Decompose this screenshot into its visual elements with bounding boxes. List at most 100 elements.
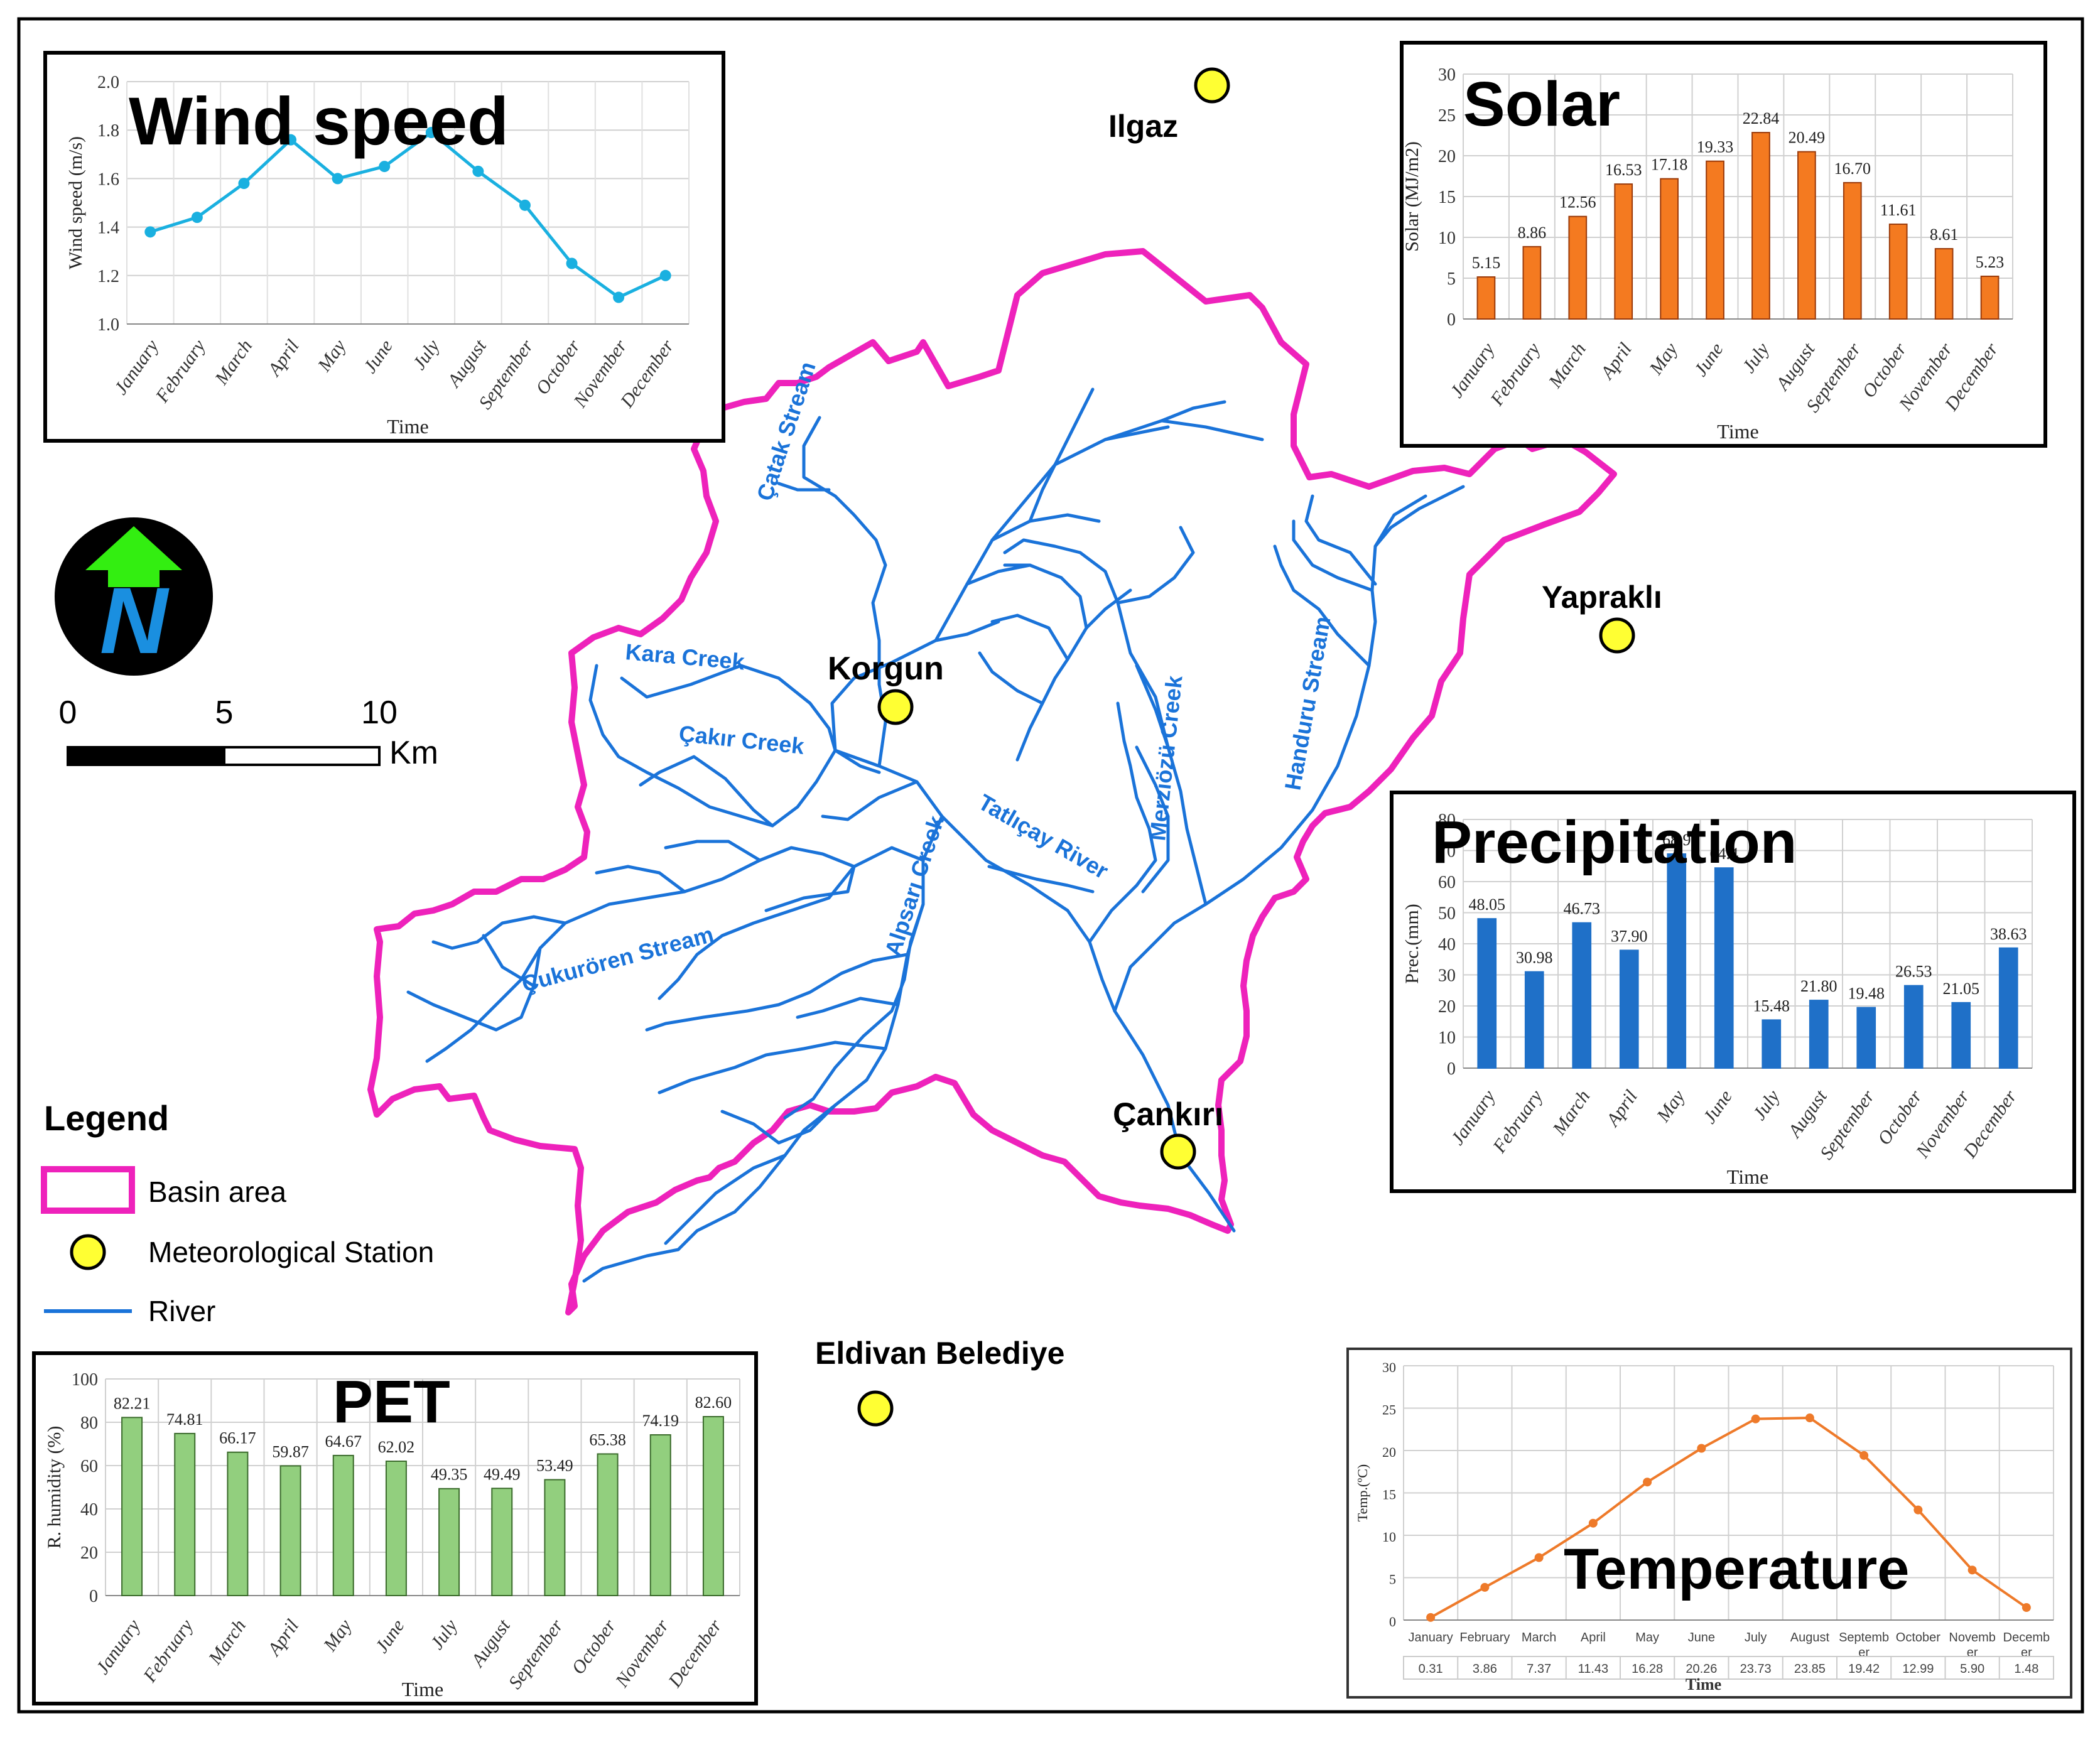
bar: [1951, 1002, 1971, 1069]
y-tick-label: 15: [1382, 1487, 1396, 1503]
data-table-cell: 19.42: [1848, 1662, 1880, 1676]
bar: [491, 1488, 513, 1597]
bar: [1843, 181, 1862, 320]
data-label: 19.33: [1697, 138, 1734, 156]
data-point: [659, 269, 671, 281]
x-axis-label: Time: [387, 415, 428, 438]
x-axis-label: Time: [1686, 1675, 1721, 1694]
data-point: [1805, 1413, 1814, 1423]
y-axis-label: Wind speed (m/s): [65, 136, 86, 269]
y-tick-label: 100: [72, 1370, 98, 1390]
y-tick-label: 10: [1438, 1029, 1456, 1048]
scale-tick-label: 10: [361, 694, 398, 731]
data-label: 22.84: [1743, 109, 1780, 127]
y-tick-label: 60: [80, 1457, 98, 1476]
y-tick-label: 25: [1382, 1402, 1396, 1418]
river-line: [1103, 425, 1170, 441]
data-table-cell: 5.90: [1960, 1662, 1984, 1676]
river-line: [1003, 538, 1170, 749]
x-tick-label: July: [1745, 1631, 1767, 1645]
x-tick-label: October: [1896, 1631, 1940, 1645]
bar: [702, 1416, 724, 1597]
data-point: [379, 161, 391, 173]
station-label: Çankırı: [1113, 1096, 1223, 1133]
data-label: 74.81: [166, 1410, 203, 1429]
river-line: [1304, 494, 1377, 586]
river-line: [1273, 544, 1371, 667]
legend-title: Legend: [44, 1098, 169, 1138]
data-label: 64.67: [325, 1432, 362, 1451]
data-label: 19.48: [1848, 985, 1885, 1003]
river-line: [833, 748, 881, 774]
data-table-cell: 7.37: [1527, 1662, 1551, 1676]
x-tick-label: January: [1409, 1631, 1453, 1645]
x-tick-label: Septemb: [1839, 1631, 1889, 1645]
river-line: [802, 416, 887, 768]
y-tick-label: 10: [1438, 229, 1456, 248]
river-line: [645, 953, 909, 1032]
data-point: [1480, 1582, 1490, 1592]
legend: Legend Basin area Meteorological Station…: [41, 1098, 434, 1327]
y-tick-label: 30: [1438, 966, 1456, 986]
chart-title: PET: [333, 1368, 450, 1435]
data-label: 59.87: [272, 1442, 309, 1461]
chart-frame: [1346, 1348, 2072, 1699]
river-line: [406, 846, 856, 1032]
chart-frame: [43, 51, 725, 443]
river-line: [1160, 400, 1226, 423]
data-label: 66.17: [219, 1429, 256, 1447]
bar: [227, 1451, 249, 1596]
y-tick-label: 20: [1438, 147, 1456, 166]
data-point: [1534, 1553, 1544, 1562]
data-label: 49.35: [431, 1466, 468, 1484]
y-tick-label: 25: [1438, 106, 1456, 126]
station-ilgaz: Ilgaz: [1108, 67, 1230, 144]
river-line: [1028, 387, 1095, 523]
station-yaprakli: Yapraklı: [1542, 580, 1662, 654]
y-axis-label: Temp.(ºC): [1355, 1464, 1370, 1521]
station-korgun: Korgun: [828, 651, 944, 725]
x-tick-label: er: [1967, 1646, 1978, 1660]
x-tick-label: February: [1459, 1631, 1510, 1645]
station-marker: [877, 689, 914, 725]
data-label: 15.48: [1753, 997, 1790, 1015]
data-label: 8.61: [1930, 225, 1959, 244]
y-tick-label: 20: [80, 1543, 98, 1563]
y-tick-label: 10: [1382, 1529, 1396, 1545]
river-line: [990, 513, 1101, 542]
station-marker: [857, 1390, 894, 1427]
basin-area-outline: [367, 248, 1617, 1316]
data-point: [2022, 1603, 2031, 1613]
y-tick-label: 70: [1438, 842, 1456, 862]
bar: [1572, 922, 1592, 1069]
bar: [332, 1454, 354, 1596]
y-tick-label: 40: [80, 1500, 98, 1520]
river-line: [588, 664, 837, 828]
y-tick-label: 80: [80, 1413, 98, 1433]
bar: [121, 1417, 143, 1596]
scale-unit: Km: [389, 735, 438, 771]
bar: [1980, 276, 2000, 320]
data-table-cell: 20.26: [1686, 1662, 1717, 1676]
bar: [1477, 918, 1497, 1069]
river-line: [1003, 563, 1088, 630]
y-tick-label: 5: [1389, 1572, 1396, 1587]
data-point: [238, 178, 250, 190]
y-axis-label: Solar (MJ/m2): [1402, 141, 1422, 252]
legend-label: Meteorological Station: [148, 1236, 434, 1268]
bar: [174, 1432, 196, 1597]
river-line: [1373, 494, 1427, 548]
bar: [1797, 151, 1816, 320]
data-point: [1697, 1444, 1706, 1453]
solar-chart-panel: 0 5 10 15 20 25 30 5.15 8.86 12.56 16.53 17.18 19.33…: [1400, 41, 2047, 448]
station-eldivan: Eldivan Belediye: [815, 1336, 1064, 1427]
data-table-cell: 12.99: [1902, 1662, 1934, 1676]
data-point: [1588, 1518, 1598, 1528]
data-table-cell: 0.31: [1419, 1662, 1443, 1676]
river-line: [978, 651, 1044, 705]
data-point: [332, 173, 344, 185]
bar: [1619, 949, 1639, 1069]
y-tick-label: 0: [1447, 310, 1456, 330]
scale-tick-label: 0: [59, 694, 77, 731]
